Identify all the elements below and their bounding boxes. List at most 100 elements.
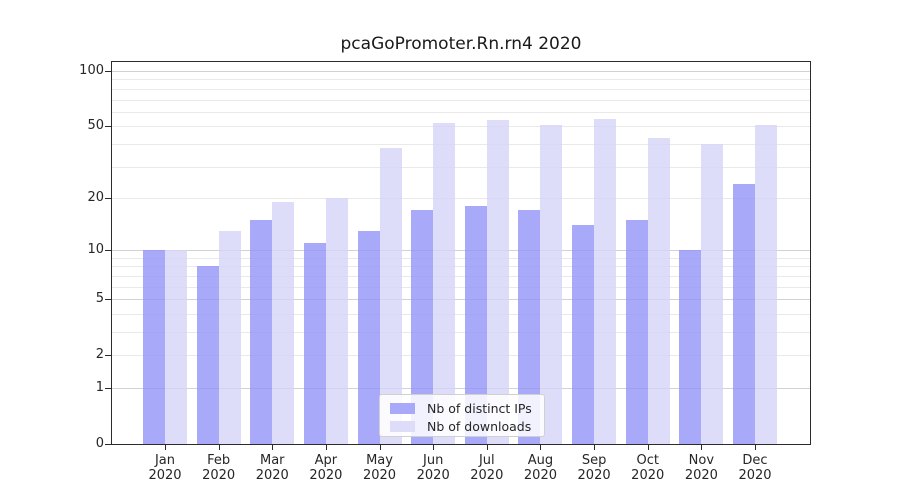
x-tick-label-month: Jan: [154, 453, 176, 468]
y-tick: [105, 71, 111, 73]
bar-distinct-ips-jan: [143, 250, 165, 444]
legend-label: Nb of distinct IPs: [427, 400, 532, 416]
y-tick-label: 5: [95, 291, 104, 307]
x-tick-label-month: Nov: [688, 453, 715, 468]
x-tick-label: Jul 2020: [459, 453, 515, 483]
x-tick-label-month: Oct: [636, 453, 659, 468]
y-tick: [105, 444, 111, 445]
x-tick: [379, 445, 381, 450]
bar-downloads-nov: [701, 143, 724, 444]
bar-distinct-ips-mar: [250, 219, 273, 444]
bar-distinct-ips-sep: [572, 225, 595, 444]
bar-downloads-mar: [272, 201, 295, 444]
x-tick-label-year: 2020: [738, 468, 772, 483]
bar-downloads-oct: [647, 138, 670, 444]
plot-area: [111, 61, 811, 445]
bar-downloads-sep: [594, 118, 617, 444]
legend: Nb of distinct IPs Nb of downloads: [379, 394, 545, 437]
x-tick-label: May 2020: [352, 453, 408, 483]
gridline-minor: [112, 355, 810, 357]
x-tick-label: Apr 2020: [298, 453, 354, 483]
x-tick-label-year: 2020: [148, 468, 182, 483]
y-tick-label: 2: [95, 347, 104, 363]
x-tick-label-month: Mar: [260, 453, 285, 468]
x-tick-label-month: May: [366, 453, 393, 468]
bar-downloads-jun: [433, 123, 456, 444]
gridline-minor: [112, 166, 810, 168]
axis-spine-right: [810, 62, 811, 445]
bar-downloads-jan: [165, 250, 187, 444]
legend-label: Nb of downloads: [427, 418, 532, 434]
bar-distinct-ips-apr: [303, 243, 326, 444]
gridline-minor: [112, 257, 810, 259]
gridline-minor: [112, 99, 810, 101]
axis-spine-top: [111, 61, 811, 62]
y-tick-label: 0: [95, 436, 104, 451]
x-tick-label-month: Apr: [314, 453, 338, 468]
x-tick-label: Nov 2020: [673, 453, 729, 483]
gridline-major: [112, 387, 810, 389]
bar-distinct-ips-oct: [625, 219, 648, 444]
x-tick-label: Aug 2020: [512, 453, 568, 483]
x-tick-label: Feb 2020: [191, 453, 247, 483]
gridline-major: [112, 299, 810, 301]
x-tick-label-year: 2020: [577, 468, 611, 483]
chart-title: pcaGoPromoter.Rn.rn4 2020: [340, 34, 582, 54]
x-tick-label-year: 2020: [362, 468, 397, 483]
x-tick-label-month: Jul: [478, 453, 495, 468]
x-tick: [594, 445, 596, 450]
bar-downloads-may: [379, 147, 402, 444]
y-tick: [105, 355, 111, 357]
axis-spine-bottom: [111, 444, 811, 445]
gridline-minor: [112, 275, 810, 277]
x-tick-label-year: 2020: [684, 468, 718, 483]
x-tick-label-year: 2020: [255, 468, 289, 483]
x-tick-label: Jun 2020: [405, 453, 461, 483]
legend-entry: Nb of downloads: [390, 417, 544, 435]
bar-distinct-ips-jul: [464, 206, 487, 444]
gridline-major: [112, 71, 810, 73]
bar-distinct-ips-feb: [196, 266, 219, 444]
gridline-minor: [112, 197, 810, 199]
x-tick-label-month: Aug: [527, 453, 554, 468]
bar-downloads-feb: [218, 230, 241, 444]
x-tick-label-year: 2020: [416, 468, 450, 483]
y-tick-label: 1: [95, 379, 104, 395]
gridline-minor: [112, 111, 810, 113]
x-tick-label: Dec 2020: [727, 453, 783, 483]
x-tick: [701, 445, 703, 450]
legend-entry: Nb of distinct IPs: [390, 399, 544, 417]
x-tick-label-year: 2020: [309, 468, 343, 483]
x-tick-label-month: Jun: [423, 453, 444, 468]
y-tick: [105, 250, 111, 252]
x-tick: [433, 445, 435, 450]
x-tick: [325, 445, 327, 450]
bar-downloads-dec: [755, 124, 777, 444]
x-tick-label: Sep 2020: [566, 453, 622, 483]
gridline-minor: [112, 126, 810, 128]
y-tick: [105, 299, 111, 301]
x-tick: [540, 445, 542, 450]
bar-distinct-ips-dec: [733, 183, 755, 444]
x-tick-label: Jan 2020: [137, 453, 193, 483]
x-tick-label: Mar 2020: [244, 453, 300, 483]
legend-swatch-distinct-ips: [390, 402, 415, 414]
x-tick: [647, 445, 649, 450]
bar-downloads-jul: [486, 120, 509, 444]
gridline-minor: [112, 79, 810, 81]
gridline-minor: [112, 286, 810, 288]
y-tick-label: 20: [87, 189, 104, 205]
gridline-minor: [112, 88, 810, 90]
bar-downloads-aug: [540, 124, 563, 444]
bar-distinct-ips-aug: [518, 210, 541, 444]
bar-distinct-ips-nov: [679, 250, 702, 444]
bar-distinct-ips-jun: [411, 210, 434, 444]
gridline-minor: [112, 331, 810, 333]
legend-swatch-downloads: [390, 420, 415, 432]
x-tick-label-month: Feb: [207, 453, 231, 468]
x-tick-label: Oct 2020: [620, 453, 676, 483]
gridline-minor: [112, 266, 810, 268]
x-tick-label-year: 2020: [202, 468, 236, 483]
x-tick: [165, 445, 166, 450]
